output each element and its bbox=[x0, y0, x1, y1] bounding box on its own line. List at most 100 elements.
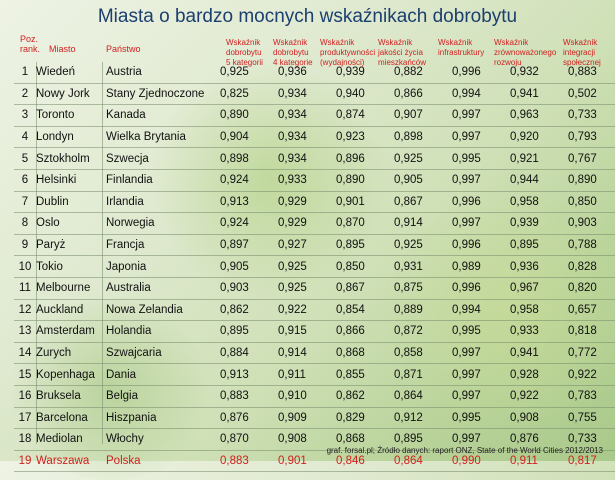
city-cell: Zurych bbox=[36, 342, 106, 365]
value-cell: 0,895 bbox=[394, 428, 452, 451]
value-cell: 0,502 bbox=[568, 83, 615, 106]
value-cell: 0,925 bbox=[220, 62, 278, 84]
rank-cell: 4 bbox=[14, 126, 36, 149]
value-cell: 0,929 bbox=[278, 191, 336, 214]
rank-cell: 11 bbox=[14, 277, 36, 300]
value-cell: 0,913 bbox=[220, 191, 278, 214]
value-cell: 0,828 bbox=[568, 255, 615, 278]
value-cell: 0,924 bbox=[220, 169, 278, 192]
value-cell: 0,895 bbox=[336, 234, 394, 257]
value-cell: 0,929 bbox=[278, 212, 336, 235]
value-cell: 0,997 bbox=[452, 169, 510, 192]
value-cell: 0,927 bbox=[278, 234, 336, 257]
city-cell: Amsterdam bbox=[36, 320, 106, 343]
value-cell: 0,995 bbox=[452, 320, 510, 343]
value-cell: 0,934 bbox=[278, 104, 336, 127]
rank-cell: 2 bbox=[14, 83, 36, 106]
table-row: 17 Barcelona Hiszpania 0,876 0,909 0,829 0,912… bbox=[14, 407, 615, 430]
value-cell: 0,915 bbox=[278, 320, 336, 343]
page-title: Miasta o bardzo mocnych wskaźnikach dobr… bbox=[97, 6, 518, 27]
value-cell: 0,912 bbox=[394, 407, 452, 430]
header-rank: Poz. rank. bbox=[20, 34, 41, 54]
table-row: 13 Amsterdam Holandia 0,895 0,915 0,866 0,872 0… bbox=[14, 320, 615, 343]
value-cell: 0,733 bbox=[568, 428, 615, 451]
value-cell: 0,867 bbox=[336, 277, 394, 300]
value-cell: 0,903 bbox=[568, 212, 615, 235]
value-cell: 0,994 bbox=[452, 83, 510, 106]
city-cell: Paryż bbox=[36, 234, 106, 257]
country-cell: Belgia bbox=[106, 385, 220, 408]
value-cell: 0,911 bbox=[278, 363, 336, 386]
rank-cell: 10 bbox=[14, 255, 36, 278]
country-cell: Szwajcaria bbox=[106, 342, 220, 365]
table-row: 10 Tokio Japonia 0,905 0,925 0,850 0,931 0,989 0… bbox=[14, 255, 615, 278]
value-cell: 0,939 bbox=[510, 212, 568, 235]
value-cell: 0,876 bbox=[220, 407, 278, 430]
country-cell: Francja bbox=[106, 234, 220, 257]
value-cell: 0,941 bbox=[510, 83, 568, 106]
value-cell: 0,997 bbox=[452, 104, 510, 127]
value-cell: 0,914 bbox=[394, 212, 452, 235]
country-cell: Finlandia bbox=[106, 169, 220, 192]
country-cell: Holandia bbox=[106, 320, 220, 343]
value-cell: 0,890 bbox=[568, 169, 615, 192]
table-row: 5 Sztokholm Szwecja 0,898 0,934 0,896 0,925 0,9… bbox=[14, 147, 615, 170]
value-cell: 0,995 bbox=[452, 407, 510, 430]
value-cell: 0,909 bbox=[278, 407, 336, 430]
city-cell: Toronto bbox=[36, 104, 106, 127]
rank-cell: 3 bbox=[14, 104, 36, 127]
value-cell: 0,997 bbox=[452, 363, 510, 386]
city-cell: Mediolan bbox=[36, 428, 106, 451]
city-cell: Barcelona bbox=[36, 407, 106, 430]
city-cell: Kopenhaga bbox=[36, 363, 106, 386]
value-cell: 0,967 bbox=[510, 277, 568, 300]
value-cell: 0,913 bbox=[220, 363, 278, 386]
value-cell: 0,818 bbox=[568, 320, 615, 343]
country-cell: Japonia bbox=[106, 255, 220, 278]
value-cell: 0,868 bbox=[336, 342, 394, 365]
header-infrastructure: Wskaźnik infrastruktury bbox=[438, 38, 485, 57]
value-cell: 0,940 bbox=[336, 83, 394, 106]
value-cell: 0,997 bbox=[452, 126, 510, 149]
table-row: 7 Dublin Irlandia 0,913 0,929 0,901 0,867 0,996… bbox=[14, 191, 615, 214]
value-cell: 0,884 bbox=[220, 342, 278, 365]
source-footnote: graf. forsal.pl; Źródło danych: raport O… bbox=[326, 446, 603, 455]
value-cell: 0,922 bbox=[510, 385, 568, 408]
rank-cell: 17 bbox=[14, 407, 36, 430]
value-cell: 0,889 bbox=[394, 299, 452, 322]
value-cell: 0,901 bbox=[336, 191, 394, 214]
value-cell: 0,996 bbox=[452, 62, 510, 84]
value-cell: 0,793 bbox=[568, 126, 615, 149]
value-cell: 0,657 bbox=[568, 299, 615, 322]
city-cell: Wiedeń bbox=[36, 62, 106, 84]
value-cell: 0,850 bbox=[568, 191, 615, 214]
rank-cell: 7 bbox=[14, 191, 36, 214]
value-cell: 0,924 bbox=[220, 212, 278, 235]
value-cell: 0,904 bbox=[220, 126, 278, 149]
value-cell: 0,825 bbox=[220, 83, 278, 106]
value-cell: 0,922 bbox=[278, 299, 336, 322]
country-cell: Włochy bbox=[106, 428, 220, 451]
country-cell: Norwegia bbox=[106, 212, 220, 235]
value-cell: 0,867 bbox=[394, 191, 452, 214]
table-row: 3 Toronto Kanada 0,890 0,934 0,874 0,907 0,997 0… bbox=[14, 104, 615, 127]
value-cell: 0,934 bbox=[278, 147, 336, 170]
city-cell: Auckland bbox=[36, 299, 106, 322]
city-cell: Oslo bbox=[36, 212, 106, 235]
value-cell: 0,862 bbox=[336, 385, 394, 408]
table-row: 14 Zurych Szwajcaria 0,884 0,914 0,868 0,858 0,… bbox=[14, 342, 615, 365]
value-cell: 0,936 bbox=[510, 255, 568, 278]
table-row: 6 Helsinki Finlandia 0,924 0,933 0,890 0,905 0,… bbox=[14, 169, 615, 192]
value-cell: 0,854 bbox=[336, 299, 394, 322]
value-cell: 0,896 bbox=[336, 147, 394, 170]
value-cell: 0,996 bbox=[452, 234, 510, 257]
value-cell: 0,997 bbox=[452, 428, 510, 451]
country-cell: Nowa Zelandia bbox=[106, 299, 220, 322]
value-cell: 0,890 bbox=[336, 169, 394, 192]
value-cell: 0,783 bbox=[568, 385, 615, 408]
city-cell: Dublin bbox=[36, 191, 106, 214]
value-cell: 0,898 bbox=[220, 147, 278, 170]
value-cell: 0,862 bbox=[220, 299, 278, 322]
value-cell: 0,755 bbox=[568, 407, 615, 430]
value-cell: 0,876 bbox=[510, 428, 568, 451]
